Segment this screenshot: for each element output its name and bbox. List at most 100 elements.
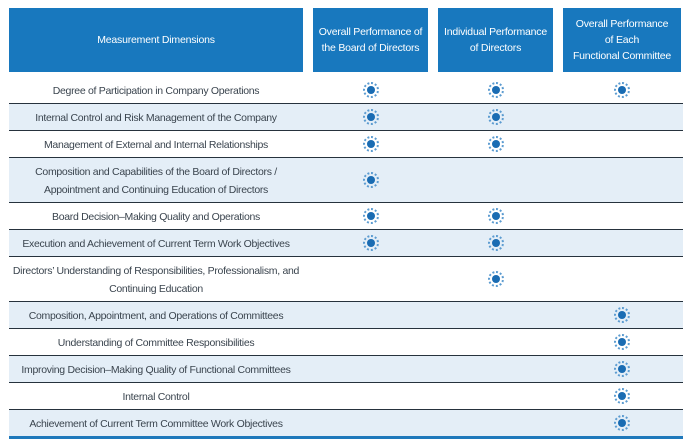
dimension-cell: Management of External and Internal Rela… (9, 131, 303, 157)
evaluation-mark-icon (487, 81, 504, 98)
mark-cell-functional-committee (563, 131, 681, 157)
table-row: Internal Control and Risk Management of … (9, 103, 683, 130)
evaluation-mark-core (618, 85, 626, 94)
evaluation-mark-icon (362, 81, 379, 98)
evaluation-mark-core (491, 85, 500, 94)
mark-cell-individual-directors (438, 203, 553, 229)
table-row: Board Decision–Making Quality and Operat… (9, 202, 683, 229)
mark-cell-board-overall (313, 329, 428, 355)
mark-cell-functional-committee (563, 302, 681, 328)
dimension-label: Board Decision–Making Quality and Operat… (51, 211, 260, 223)
mark-cell-functional-committee (563, 257, 681, 301)
evaluation-mark-core (618, 365, 626, 373)
table-row: Composition, Appointment, and Operations… (9, 301, 683, 328)
mark-cell-functional-committee (563, 158, 681, 202)
table-row: Internal Control (9, 382, 683, 409)
mark-cell-board-overall (313, 302, 428, 328)
evaluation-mark-core (618, 311, 626, 319)
table-row: Directors’ Understanding of Responsibili… (9, 256, 683, 301)
evaluation-mark-core (366, 85, 375, 94)
mark-cell-individual-directors (438, 257, 553, 301)
evaluation-mark-core (491, 275, 500, 283)
dimension-cell: Internal Control and Risk Management of … (9, 104, 303, 130)
evaluation-mark-icon (614, 307, 630, 323)
header-functional-committee-performance-label: Overall Performance of Each Functional C… (572, 17, 672, 63)
evaluation-mark-core (366, 212, 375, 220)
evaluation-mark-core (366, 176, 375, 184)
table-header: Measurement Dimensions Overall Performan… (9, 8, 683, 72)
evaluation-mark-icon (487, 208, 504, 224)
evaluation-mark-core (618, 392, 626, 400)
dimension-label: Directors’ Understanding of Responsibili… (12, 265, 300, 295)
dimension-cell: Understanding of Committee Responsibilit… (9, 329, 303, 355)
evaluation-mark-icon (487, 136, 504, 152)
evaluation-mark-icon (614, 361, 630, 377)
evaluation-mark-core (491, 140, 500, 148)
table-row: Achievement of Current Term Committee Wo… (9, 409, 683, 436)
mark-cell-board-overall (313, 356, 428, 382)
header-measurement-dimensions: Measurement Dimensions (9, 8, 303, 72)
evaluation-mark-icon (614, 388, 630, 404)
table-row: Understanding of Committee Responsibilit… (9, 328, 683, 355)
mark-cell-individual-directors (438, 131, 553, 157)
dimension-label: Improving Decision–Making Quality of Fun… (21, 364, 291, 376)
mark-cell-individual-directors (438, 302, 553, 328)
mark-cell-individual-directors (438, 329, 553, 355)
mark-cell-individual-directors (438, 383, 553, 409)
evaluation-mark-core (491, 113, 500, 121)
mark-cell-board-overall (313, 104, 428, 130)
mark-cell-board-overall (313, 410, 428, 436)
dimension-cell: Composition and Capabilities of the Boar… (9, 158, 303, 202)
evaluation-mark-icon (614, 81, 630, 98)
dimension-cell: Degree of Participation in Company Opera… (9, 77, 303, 103)
mark-cell-functional-committee (563, 203, 681, 229)
mark-cell-functional-committee (563, 410, 681, 436)
dimension-cell: Improving Decision–Making Quality of Fun… (9, 356, 303, 382)
evaluation-mark-core (366, 113, 375, 121)
mark-cell-board-overall (313, 203, 428, 229)
evaluation-mark-icon (362, 109, 379, 125)
mark-cell-board-overall (313, 131, 428, 157)
table-row: Composition and Capabilities of the Boar… (9, 157, 683, 202)
dimension-label: Internal Control (122, 391, 190, 403)
evaluation-mark-core (366, 239, 375, 247)
header-board-overall-performance: Overall Performance of the Board of Dire… (313, 8, 428, 72)
mark-cell-board-overall (313, 230, 428, 256)
evaluation-mark-core (491, 239, 500, 247)
dimension-cell: Achievement of Current Term Committee Wo… (9, 410, 303, 436)
mark-cell-board-overall (313, 257, 428, 301)
mark-cell-functional-committee (563, 104, 681, 130)
header-individual-director-performance: Individual Performance of Directors (438, 8, 553, 72)
evaluation-mark-icon (362, 172, 379, 188)
dimension-label: Management of External and Internal Rela… (43, 139, 269, 151)
dimension-label: Composition and Capabilities of the Boar… (35, 166, 277, 196)
dimension-cell: Composition, Appointment, and Operations… (9, 302, 303, 328)
dimension-label: Understanding of Committee Responsibilit… (57, 337, 255, 349)
dimension-cell: Internal Control (9, 383, 303, 409)
table-body: Degree of Participation in Company Opera… (9, 76, 683, 439)
table-row: Execution and Achievement of Current Ter… (9, 229, 683, 256)
dimension-label: Internal Control and Risk Management of … (35, 112, 277, 124)
evaluation-mark-icon (487, 235, 504, 251)
evaluation-mark-icon (362, 235, 379, 251)
evaluation-mark-core (618, 419, 626, 427)
table-row: Improving Decision–Making Quality of Fun… (9, 355, 683, 382)
mark-cell-individual-directors (438, 158, 553, 202)
mark-cell-functional-committee (563, 76, 681, 103)
evaluation-mark-icon (362, 208, 379, 224)
evaluation-mark-icon (362, 136, 379, 152)
dimension-cell: Execution and Achievement of Current Ter… (9, 230, 303, 256)
mark-cell-board-overall (313, 383, 428, 409)
dimension-cell: Directors’ Understanding of Responsibili… (9, 257, 303, 301)
dimension-label: Composition, Appointment, and Operations… (28, 310, 284, 322)
header-individual-director-performance-label: Individual Performance of Directors (444, 25, 547, 54)
mark-cell-functional-committee (563, 383, 681, 409)
evaluation-mark-icon (487, 271, 504, 287)
evaluation-mark-icon (487, 109, 504, 125)
mark-cell-individual-directors (438, 230, 553, 256)
table-row: Degree of Participation in Company Opera… (9, 76, 683, 103)
mark-cell-individual-directors (438, 76, 553, 103)
evaluation-mark-core (366, 140, 375, 148)
mark-cell-board-overall (313, 76, 428, 103)
mark-cell-functional-committee (563, 230, 681, 256)
